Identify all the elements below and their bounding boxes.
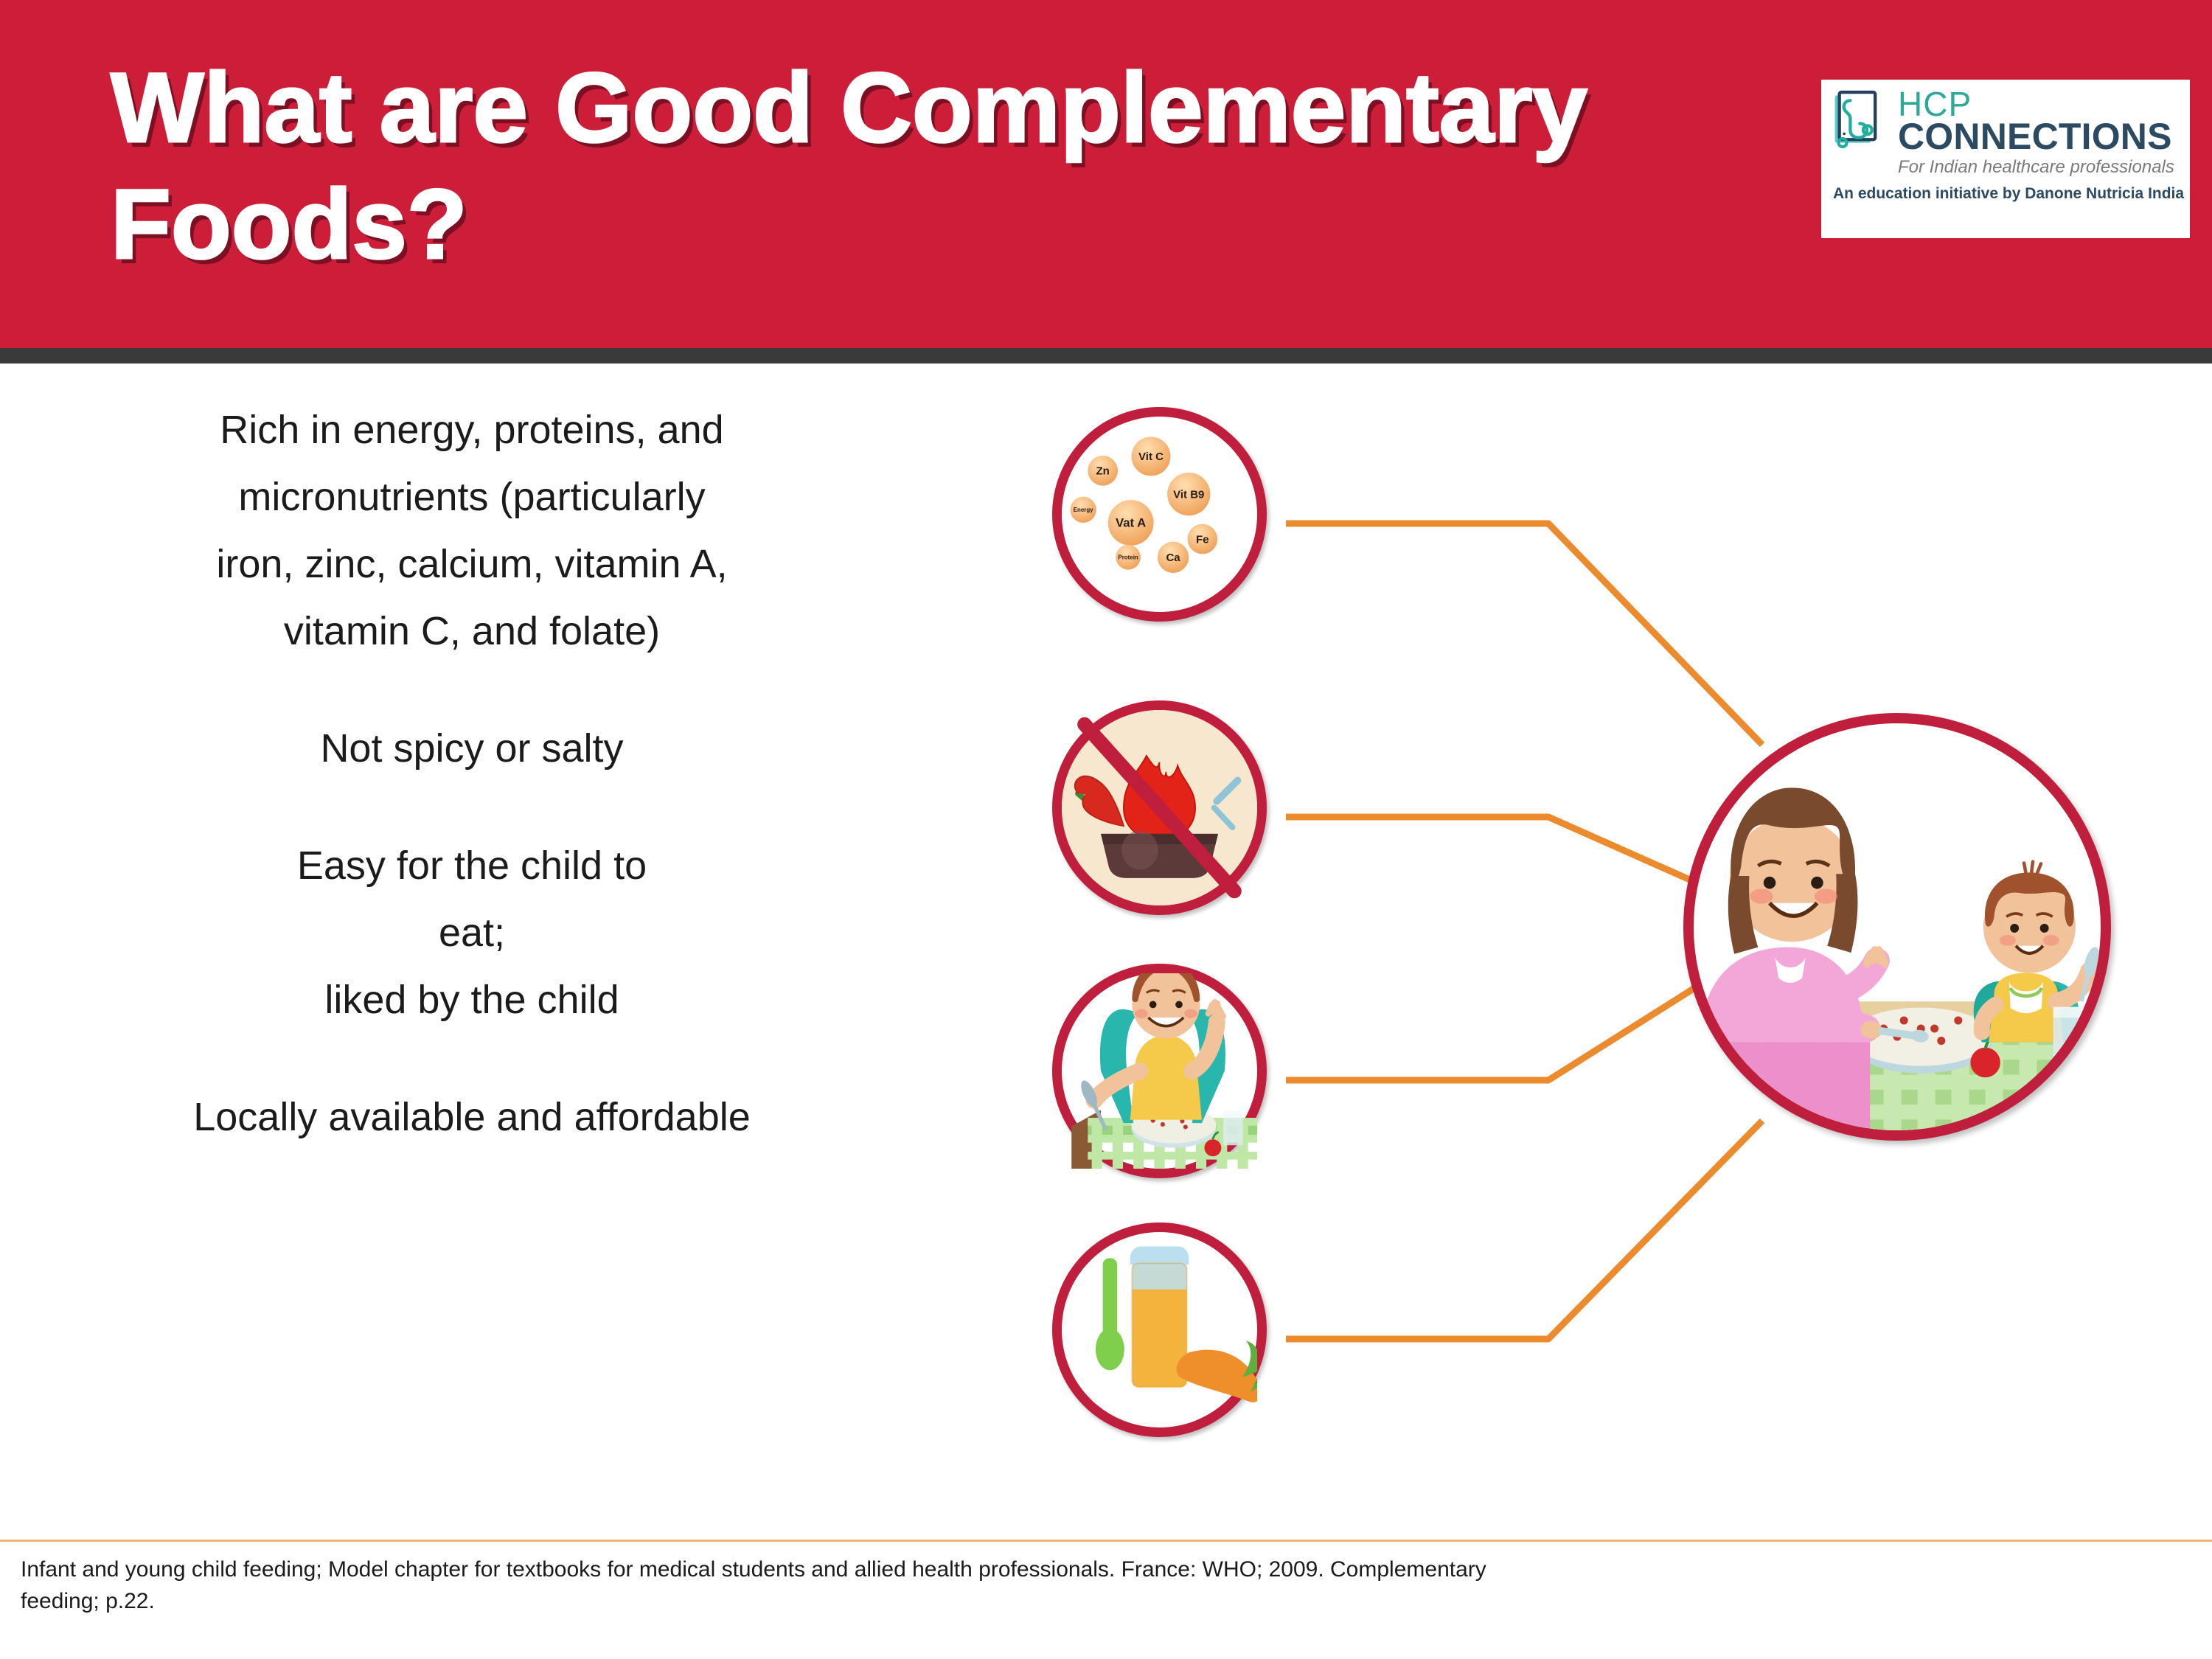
svg-text:Fe: Fe bbox=[1196, 533, 1209, 546]
svg-text:Ca: Ca bbox=[1166, 552, 1180, 564]
svg-text:Vat A: Vat A bbox=[1116, 515, 1146, 529]
svg-text:Energy: Energy bbox=[1074, 507, 1093, 513]
svg-text:Zn: Zn bbox=[1096, 465, 1109, 478]
svg-text:Vit C: Vit C bbox=[1138, 451, 1164, 463]
svg-text:Vit B9: Vit B9 bbox=[1173, 488, 1204, 501]
svg-text:Protein: Protein bbox=[1118, 554, 1138, 560]
